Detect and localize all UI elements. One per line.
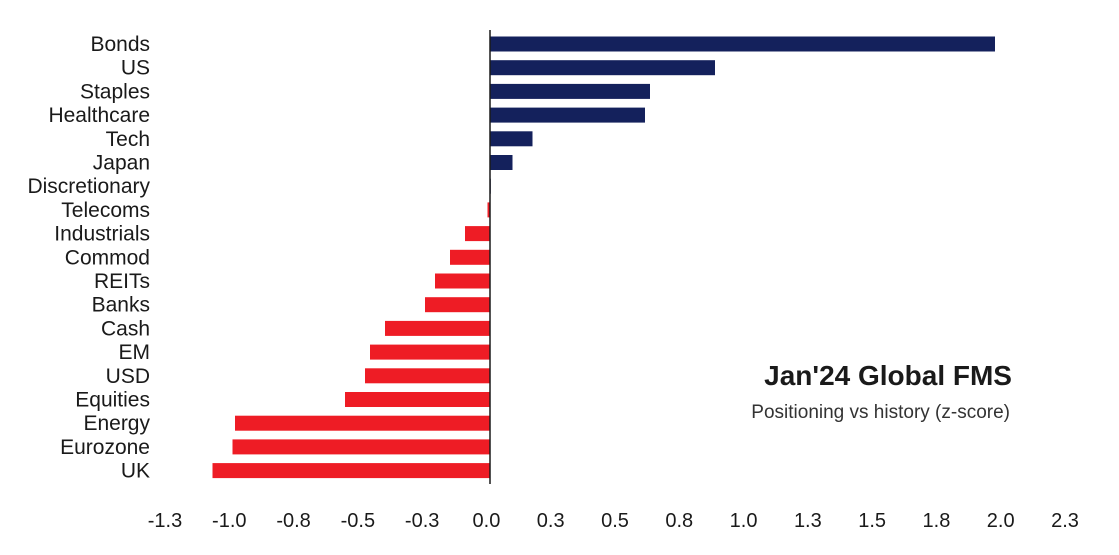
x-tick-label: 1.5	[858, 510, 886, 532]
bar-cash	[385, 320, 490, 336]
category-label-cash: Cash	[101, 317, 150, 340]
category-label-industrials: Industrials	[54, 223, 150, 246]
category-label-commod: Commod	[65, 246, 150, 269]
x-tick-label: 0.0	[473, 510, 501, 532]
bar-banks	[425, 297, 490, 313]
category-label-tech: Tech	[106, 128, 150, 151]
bar-staples	[490, 83, 650, 99]
category-label-usd: USD	[106, 365, 150, 388]
category-label-discretionary: Discretionary	[27, 175, 150, 198]
category-label-telecoms: Telecoms	[61, 199, 150, 222]
category-label-energy: Energy	[83, 412, 150, 435]
x-tick-label: 2.0	[987, 510, 1015, 532]
category-label-us: US	[121, 57, 150, 80]
x-tick-labels: -1.3 -1.0 -0.8 -0.5 -0.3 0.0 0.3 0.5 0.8 1.0 1.3 1.…	[148, 510, 1079, 532]
category-label-eurozone: Eurozone	[60, 436, 150, 459]
x-tick-label: 0.8	[665, 510, 693, 532]
x-tick-label: 0.3	[537, 510, 565, 532]
x-tick-label: -0.3	[405, 510, 439, 532]
x-tick-label: -0.8	[276, 510, 310, 532]
category-label-equities: Equities	[75, 389, 150, 412]
bar-bonds	[490, 36, 995, 52]
category-label-healthcare: Healthcare	[48, 104, 150, 127]
x-tick-label: -1.0	[212, 510, 246, 532]
x-tick-label: -0.5	[341, 510, 375, 532]
category-label-bonds: Bonds	[90, 33, 150, 56]
x-tick-label: 2.3	[1051, 510, 1079, 532]
bar-eurozone	[232, 439, 490, 455]
bar-commod	[450, 249, 490, 265]
category-label-reits: REITs	[94, 270, 150, 293]
bar-reits	[435, 273, 490, 289]
category-labels: BondsUSStaplesHealthcareTechJapanDiscret…	[27, 33, 150, 483]
category-label-em: EM	[119, 341, 151, 364]
x-tick-label: -1.3	[148, 510, 182, 532]
x-tick-label: 0.5	[601, 510, 629, 532]
bar-equities	[345, 392, 490, 407]
bar-em	[370, 344, 490, 360]
bar-tech	[490, 131, 533, 147]
x-tick-label: 1.8	[923, 510, 951, 532]
bar-japan	[490, 155, 513, 170]
x-tick-label: 1.3	[794, 510, 822, 532]
bar-telecoms	[487, 202, 490, 218]
category-label-uk: UK	[121, 460, 150, 483]
bar-energy	[235, 415, 490, 431]
x-tick-label: 1.0	[730, 510, 758, 532]
bar-usd	[365, 368, 490, 384]
category-label-japan: Japan	[93, 152, 150, 175]
bar-us	[490, 60, 715, 76]
bar-industrials	[465, 226, 490, 242]
category-label-banks: Banks	[92, 294, 150, 317]
bar-healthcare	[490, 107, 645, 123]
bars-group	[212, 36, 995, 479]
chart-title: Jan'24 Global FMS	[764, 360, 1012, 391]
category-label-staples: Staples	[80, 80, 150, 103]
bar-uk	[212, 463, 490, 479]
chart-subtitle: Positioning vs history (z-score)	[751, 402, 1010, 423]
